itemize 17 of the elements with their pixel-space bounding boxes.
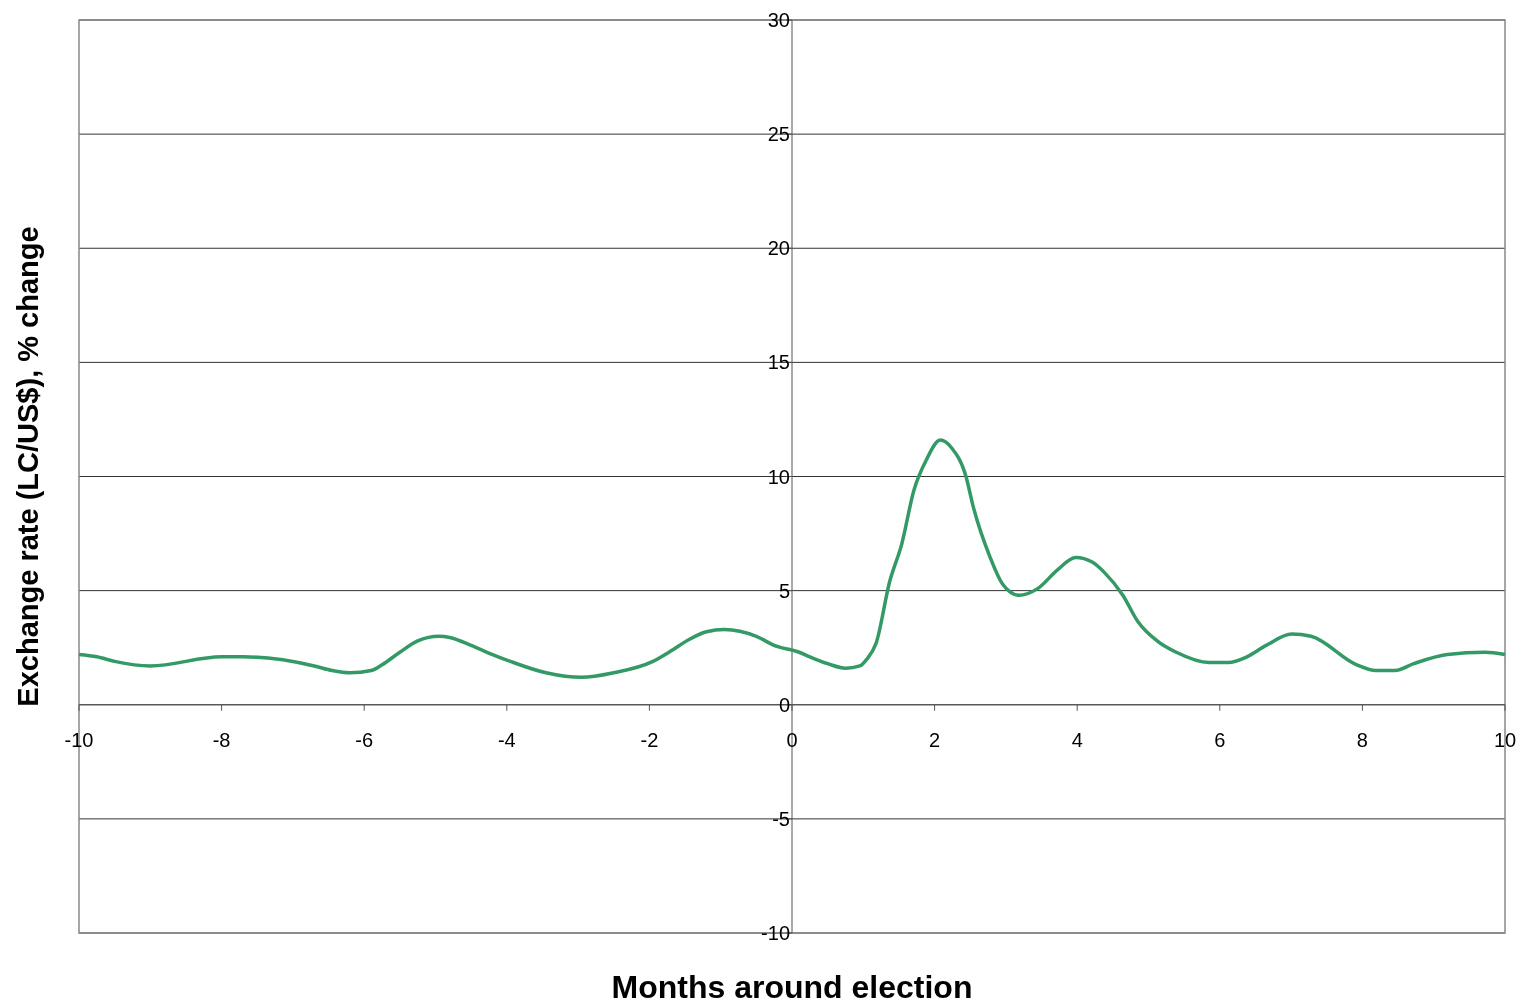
line-series — [77, 438, 1507, 680]
x-tick-label: -8 — [212, 728, 231, 751]
x-axis-title: Months around election — [611, 969, 973, 1005]
x-tick-label: 8 — [1356, 728, 1368, 751]
y-tick-label: -5 — [772, 807, 790, 830]
x-tick-label: 10 — [1493, 728, 1517, 751]
x-tick-label: -6 — [355, 728, 374, 751]
y-tick-label: 30 — [767, 9, 790, 31]
y-tick-label: 25 — [767, 123, 790, 146]
x-tick-label: 6 — [1214, 728, 1226, 751]
y-tick-label: -10 — [761, 922, 790, 944]
x-tick-label: -2 — [640, 728, 659, 751]
x-tick-label: 2 — [929, 728, 941, 751]
x-tick-label: -10 — [64, 728, 94, 751]
x-tick-label: -4 — [497, 728, 516, 751]
y-axis-title: Exchange rate (LC/US$), % change — [12, 226, 44, 707]
x-tick-label: 4 — [1071, 728, 1083, 751]
